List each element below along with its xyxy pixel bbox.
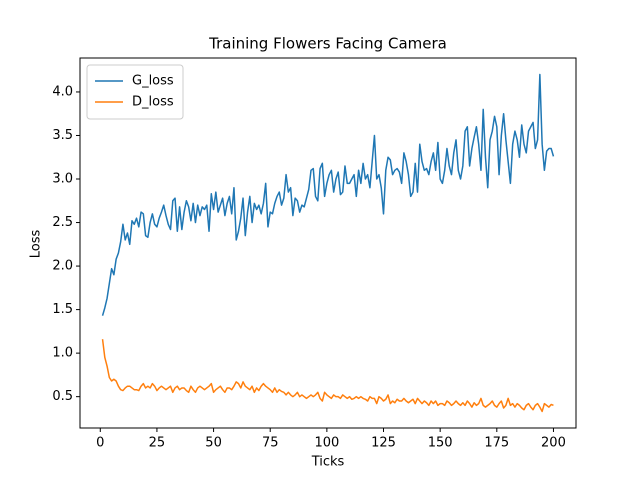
x-axis-label: Ticks <box>311 455 345 470</box>
x-tick-label: 100 <box>314 436 339 451</box>
plot-frame <box>79 57 577 429</box>
x-tick-label: 50 <box>205 436 222 451</box>
y-axis-label: Loss <box>29 230 44 259</box>
x-tick-label: 150 <box>428 436 453 451</box>
x-tick-label: 75 <box>262 436 279 451</box>
y-tick-label: 3.5 <box>52 128 73 143</box>
legend-label: G_loss <box>132 74 174 89</box>
y-tick-label: 4.0 <box>52 84 73 99</box>
line-series <box>101 73 555 316</box>
y-tick-label: 0.5 <box>52 389 73 404</box>
chart-title: Training Flowers Facing Camera <box>208 35 447 53</box>
x-tick-label: 0 <box>96 436 104 451</box>
x-tick-label: 25 <box>149 436 166 451</box>
y-tick-label: 2.5 <box>52 215 73 230</box>
legend-box <box>86 64 184 120</box>
y-tick-label: 1.5 <box>52 302 73 317</box>
x-tick-label: 125 <box>371 436 396 451</box>
y-tick-label: 3.0 <box>52 172 73 187</box>
legend-label: D_loss <box>132 95 174 110</box>
line-series <box>101 339 554 413</box>
y-tick-label: 2.0 <box>52 259 73 274</box>
x-tick-label: 175 <box>484 436 509 451</box>
y-tick-label: 1.0 <box>52 346 73 361</box>
x-tick-label: 200 <box>541 436 566 451</box>
